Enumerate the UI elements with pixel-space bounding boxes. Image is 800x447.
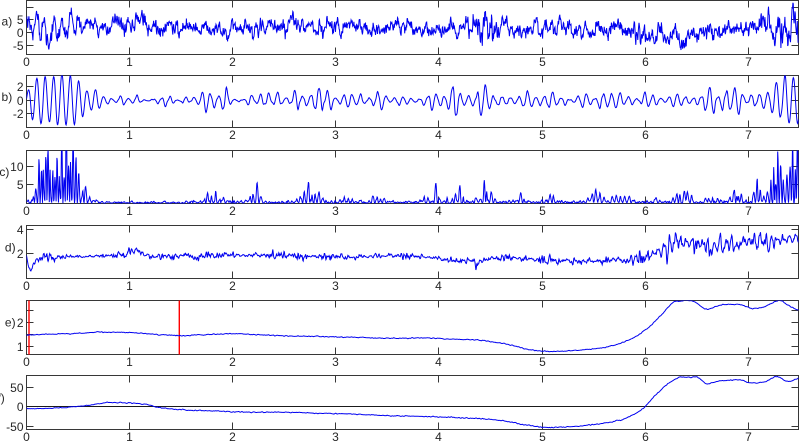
- svg-text:7: 7: [745, 430, 752, 442]
- svg-text:1: 1: [126, 430, 133, 442]
- svg-text:5: 5: [539, 430, 546, 442]
- svg-text:6: 6: [642, 55, 649, 69]
- svg-text:3: 3: [332, 128, 339, 142]
- svg-text:5: 5: [539, 355, 546, 369]
- svg-text:7: 7: [745, 355, 752, 369]
- svg-text:7: 7: [745, 279, 752, 293]
- svg-text:2: 2: [229, 55, 236, 69]
- svg-text:3: 3: [332, 355, 339, 369]
- svg-text:f): f): [0, 391, 5, 405]
- svg-text:2: 2: [229, 128, 236, 142]
- svg-text:4: 4: [435, 55, 442, 69]
- svg-text:50: 50: [10, 381, 24, 395]
- svg-text:6: 6: [642, 128, 649, 142]
- svg-text:2: 2: [17, 80, 24, 94]
- svg-text:2: 2: [17, 247, 24, 261]
- svg-text:4: 4: [435, 279, 442, 293]
- svg-text:0: 0: [17, 26, 24, 40]
- svg-text:4: 4: [435, 204, 442, 218]
- svg-text:3: 3: [332, 430, 339, 442]
- svg-text:0: 0: [23, 279, 30, 293]
- svg-text:-2: -2: [13, 107, 24, 121]
- svg-text:6: 6: [642, 204, 649, 218]
- svg-text:4: 4: [435, 128, 442, 142]
- svg-text:7: 7: [745, 55, 752, 69]
- svg-text:0: 0: [23, 355, 30, 369]
- svg-text:7: 7: [745, 128, 752, 142]
- svg-text:e): e): [5, 315, 16, 329]
- svg-text:-5: -5: [13, 39, 24, 53]
- svg-text:5: 5: [17, 178, 24, 192]
- svg-text:-50: -50: [6, 420, 24, 434]
- svg-text:2: 2: [17, 316, 24, 330]
- svg-text:4: 4: [435, 430, 442, 442]
- svg-text:c): c): [0, 165, 9, 179]
- svg-text:1: 1: [126, 204, 133, 218]
- svg-text:3: 3: [332, 55, 339, 69]
- svg-text:7: 7: [745, 204, 752, 218]
- svg-text:5: 5: [539, 279, 546, 293]
- svg-text:0: 0: [17, 94, 24, 108]
- svg-text:5: 5: [539, 55, 546, 69]
- svg-text:0: 0: [23, 55, 30, 69]
- svg-text:2: 2: [229, 355, 236, 369]
- svg-text:a): a): [2, 14, 13, 28]
- svg-text:4: 4: [435, 355, 442, 369]
- svg-text:0: 0: [23, 204, 30, 218]
- svg-text:6: 6: [642, 355, 649, 369]
- svg-text:6: 6: [642, 430, 649, 442]
- svg-text:4: 4: [17, 223, 24, 237]
- svg-text:d): d): [5, 240, 16, 254]
- svg-text:0: 0: [23, 430, 30, 442]
- svg-text:1: 1: [126, 55, 133, 69]
- svg-text:0: 0: [23, 128, 30, 142]
- svg-text:3: 3: [332, 279, 339, 293]
- svg-text:1: 1: [126, 355, 133, 369]
- svg-text:0: 0: [17, 400, 24, 414]
- svg-text:5: 5: [539, 204, 546, 218]
- svg-text:2: 2: [229, 430, 236, 442]
- svg-text:1: 1: [17, 340, 24, 354]
- svg-text:3: 3: [332, 204, 339, 218]
- svg-text:6: 6: [642, 279, 649, 293]
- svg-text:1: 1: [126, 128, 133, 142]
- svg-text:5: 5: [17, 13, 24, 27]
- svg-text:5: 5: [539, 128, 546, 142]
- svg-text:1: 1: [126, 279, 133, 293]
- svg-text:2: 2: [229, 204, 236, 218]
- svg-text:10: 10: [10, 160, 24, 174]
- svg-text:b): b): [2, 90, 13, 104]
- svg-text:2: 2: [229, 279, 236, 293]
